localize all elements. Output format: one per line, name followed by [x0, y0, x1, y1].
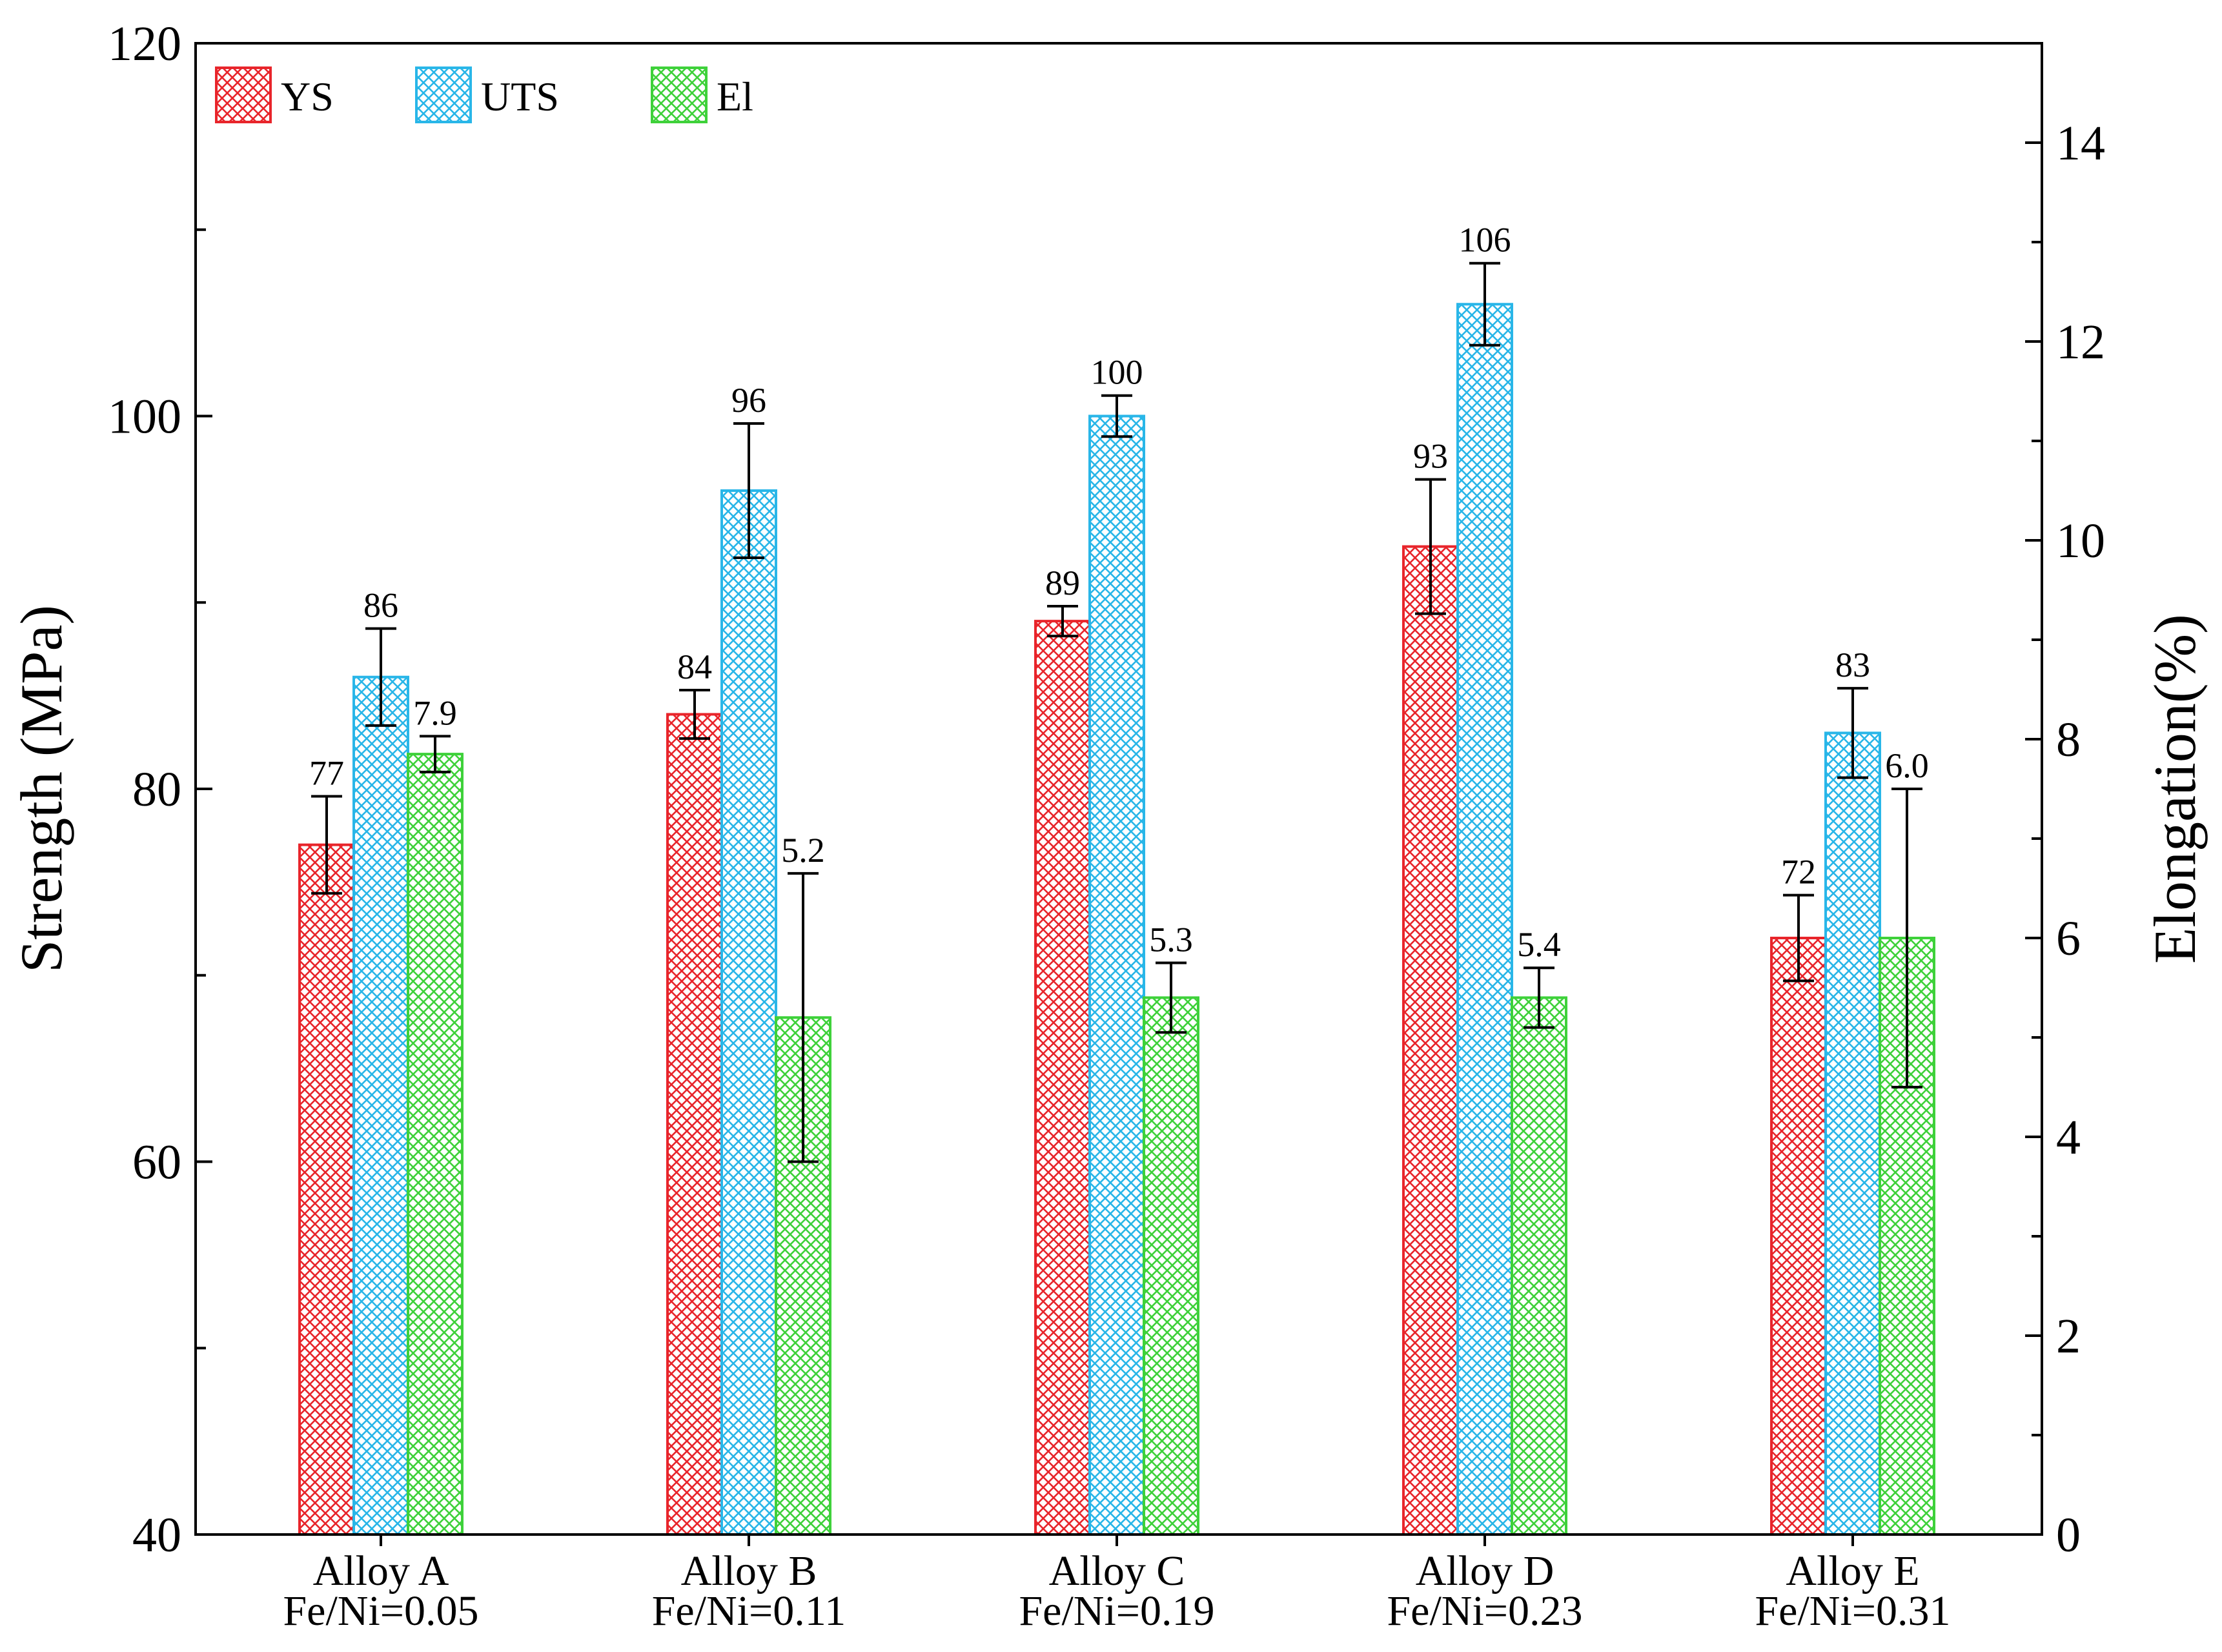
right-tick-label: 14 — [2056, 116, 2105, 170]
error-bar-ys-5 — [1783, 893, 1814, 983]
y-axis-title: Strength (MPa) — [8, 605, 74, 973]
error-bar-el-2 — [788, 872, 819, 1163]
error-bar-el-5 — [1891, 788, 1922, 1088]
error-bar-el-1 — [420, 735, 451, 773]
right-tick-label: 8 — [2056, 713, 2081, 767]
left-tick-label: 40 — [132, 1508, 181, 1562]
data-label-uts-3: 100 — [1091, 353, 1143, 392]
y2-axis-title: Elongation(%) — [2142, 614, 2208, 964]
right-tick-label: 6 — [2056, 912, 2081, 966]
legend-label-uts: UTS — [481, 74, 559, 119]
error-bar-uts-2 — [733, 422, 764, 559]
category-sublabel: Fe/Ni=0.05 — [283, 1587, 478, 1635]
category-sublabel: Fe/Ni=0.19 — [1019, 1587, 1214, 1635]
data-label-el-2: 5.2 — [781, 831, 825, 870]
category-sublabel: Fe/Ni=0.11 — [652, 1587, 846, 1635]
bar-ys-3 — [1034, 620, 1091, 1536]
right-tick-label: 0 — [2056, 1508, 2081, 1562]
data-label-ys-4: 93 — [1413, 437, 1448, 476]
left-tick-label: 60 — [132, 1136, 181, 1190]
bar-uts-3 — [1088, 414, 1145, 1536]
legend: YS UTS El — [215, 66, 753, 123]
data-label-ys-3: 89 — [1045, 564, 1080, 602]
right-tick-label: 10 — [2056, 514, 2105, 568]
data-label-el-3: 5.3 — [1149, 921, 1193, 959]
right-tick-label: 4 — [2056, 1110, 2081, 1165]
bar-el-4 — [1511, 996, 1567, 1536]
data-label-ys-1: 77 — [309, 754, 344, 793]
bar-ys-5 — [1770, 937, 1827, 1536]
data-label-el-4: 5.4 — [1517, 925, 1561, 964]
data-label-uts-1: 86 — [363, 586, 398, 625]
error-bar-uts-1 — [365, 627, 396, 727]
data-label-ys-2: 84 — [677, 648, 712, 686]
error-bar-ys-4 — [1415, 478, 1446, 615]
category-sublabel: Fe/Ni=0.23 — [1387, 1587, 1582, 1635]
left-tick-label: 80 — [132, 762, 181, 817]
right-tick-label: 12 — [2056, 315, 2105, 369]
error-bar-el-3 — [1156, 961, 1187, 1034]
category-label: Alloy B — [681, 1547, 817, 1595]
error-bar-uts-5 — [1837, 687, 1868, 779]
error-bar-el-4 — [1524, 966, 1554, 1029]
category-label: Alloy C — [1049, 1547, 1185, 1595]
legend-swatch-uts — [415, 66, 472, 123]
legend-label-el: El — [717, 74, 753, 119]
bar-uts-2 — [720, 489, 777, 1536]
data-label-uts-2: 96 — [731, 381, 766, 420]
axes-layer — [194, 42, 2043, 1546]
left-tick-label: 100 — [108, 390, 181, 444]
legend-label-ys: YS — [281, 74, 334, 119]
bar-uts-4 — [1456, 303, 1513, 1536]
bars-layer — [298, 261, 1935, 1536]
category-label: Alloy D — [1416, 1547, 1554, 1595]
bar-el-3 — [1143, 996, 1199, 1536]
bar-uts-1 — [352, 675, 409, 1536]
bar-ys-1 — [298, 843, 355, 1536]
error-bar-ys-1 — [311, 795, 342, 895]
error-bar-ys-2 — [679, 688, 710, 740]
error-bar-ys-3 — [1047, 605, 1078, 638]
category-label: Alloy A — [313, 1547, 449, 1595]
category-label: Alloy E — [1786, 1547, 1919, 1595]
bar-el-1 — [407, 753, 464, 1536]
bar-uts-5 — [1824, 731, 1881, 1536]
data-label-uts-5: 83 — [1835, 646, 1870, 684]
bar-ys-2 — [666, 713, 723, 1536]
legend-swatch-ys — [215, 66, 272, 123]
data-label-el-5: 6.0 — [1885, 746, 1929, 785]
legend-swatch-el — [651, 66, 708, 123]
data-label-ys-5: 72 — [1781, 853, 1816, 892]
data-label-uts-4: 106 — [1459, 221, 1511, 260]
error-bar-uts-3 — [1101, 394, 1132, 438]
bar-ys-4 — [1402, 545, 1459, 1536]
error-bar-uts-4 — [1469, 261, 1500, 347]
left-tick-label: 120 — [108, 17, 181, 71]
data-label-el-1: 7.9 — [413, 693, 457, 732]
category-sublabel: Fe/Ni=0.31 — [1755, 1587, 1950, 1635]
right-tick-label: 2 — [2056, 1309, 2081, 1363]
